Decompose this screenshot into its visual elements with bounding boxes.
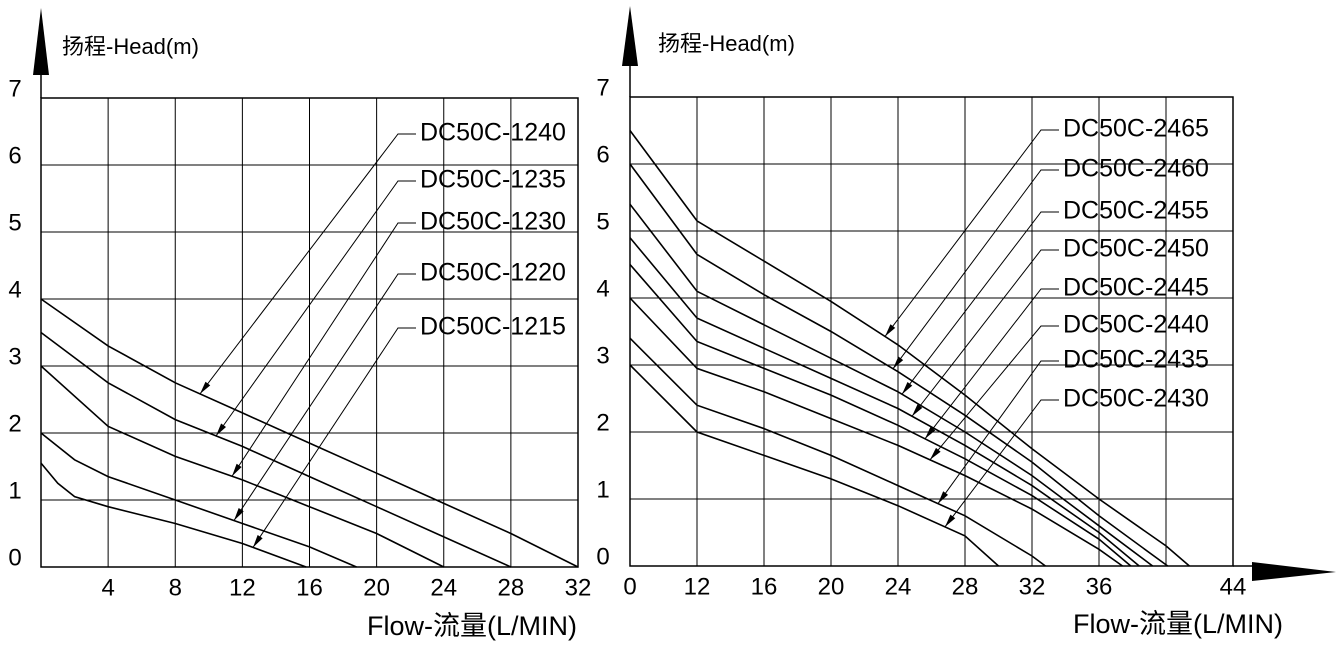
series-label: DC50C-2430 xyxy=(1063,385,1209,413)
curve xyxy=(629,130,1190,567)
y-axis-arrow xyxy=(33,8,49,75)
y-tick-label: 5 xyxy=(8,209,21,236)
x-tick-label: 32 xyxy=(1019,573,1046,600)
leader-arrow xyxy=(200,381,211,394)
x-tick-label: 20 xyxy=(363,574,390,601)
series-label: DC50C-1240 xyxy=(420,119,566,147)
leader-line xyxy=(911,249,1059,417)
leader-arrow xyxy=(902,382,913,395)
series-label: DC50C-2460 xyxy=(1063,155,1209,183)
series-label: DC50C-2465 xyxy=(1063,115,1209,143)
leader-arrow xyxy=(938,491,949,504)
leader-line xyxy=(929,325,1059,461)
curve xyxy=(40,298,579,568)
y-tick-label: 6 xyxy=(596,141,609,168)
curve xyxy=(629,237,1140,567)
curve xyxy=(629,364,1000,567)
y-tick-label: 4 xyxy=(8,276,21,303)
y-tick-label: 1 xyxy=(596,476,609,503)
leader-line xyxy=(231,222,416,477)
y-tick-label: 7 xyxy=(8,75,21,102)
y-tick-label: 5 xyxy=(596,208,609,235)
leader-line xyxy=(199,133,416,395)
y-tick-label: 7 xyxy=(596,74,609,101)
x-tick-label: 36 xyxy=(1086,573,1113,600)
leader-arrow xyxy=(925,426,936,439)
leader-arrow xyxy=(893,356,904,369)
y-tick-label: 4 xyxy=(596,275,609,302)
series-label: DC50C-2440 xyxy=(1063,311,1209,339)
curve xyxy=(629,297,1123,567)
leader-line xyxy=(233,273,416,521)
series-label: DC50C-1230 xyxy=(420,208,566,236)
leader-arrow xyxy=(253,534,263,548)
series-label: DC50C-2445 xyxy=(1063,274,1209,302)
leader-line xyxy=(252,327,416,548)
leader-arrow xyxy=(912,404,923,417)
leader-arrow xyxy=(232,463,242,477)
curve xyxy=(40,365,445,568)
leader-arrow xyxy=(885,324,896,337)
y-axis-arrow xyxy=(622,6,638,66)
leader-line xyxy=(215,180,416,437)
leader-arrow xyxy=(234,508,244,521)
series-label: DC50C-2450 xyxy=(1063,235,1209,263)
x-tick-label: 24 xyxy=(430,574,457,601)
y-tick-label: 1 xyxy=(8,477,21,504)
leader-line xyxy=(884,129,1059,337)
leader-arrow xyxy=(930,447,941,460)
series-label: DC50C-1235 xyxy=(420,166,566,194)
y-tick-label: 2 xyxy=(596,409,609,436)
x-tick-label: 8 xyxy=(169,574,182,601)
x-axis-title: Flow-流量(L/MIN) xyxy=(1073,609,1283,639)
x-tick-label: 28 xyxy=(498,574,525,601)
y-tick-label: 0 xyxy=(596,543,609,570)
x-tick-label: 16 xyxy=(296,574,323,601)
x-tick-label: 16 xyxy=(751,573,778,600)
leader-line xyxy=(901,211,1059,395)
x-tick-label: 24 xyxy=(885,573,912,600)
y-axis-title: 扬程-Head(m) xyxy=(62,34,199,59)
x-axis-title: Flow-流量(L/MIN) xyxy=(367,611,577,641)
y-tick-label: 3 xyxy=(8,343,21,370)
series-label: DC50C-2455 xyxy=(1063,197,1209,225)
series-label: DC50C-1220 xyxy=(420,259,566,287)
leader-line xyxy=(937,360,1059,504)
curve xyxy=(629,163,1169,567)
y-tick-label: 0 xyxy=(8,544,21,571)
leader-arrow xyxy=(216,423,226,436)
curve xyxy=(40,432,357,568)
y-tick-label: 3 xyxy=(596,342,609,369)
x-tick-label: 28 xyxy=(952,573,979,600)
y-tick-label: 6 xyxy=(8,142,21,169)
curve xyxy=(40,462,307,568)
curve xyxy=(629,203,1154,567)
x-tick-label: 12 xyxy=(229,574,256,601)
x-tick-label: 20 xyxy=(818,573,845,600)
y-tick-label: 2 xyxy=(8,410,21,437)
series-label: DC50C-1215 xyxy=(420,313,566,341)
x-tick-label: 32 xyxy=(565,574,592,601)
series-label: DC50C-2435 xyxy=(1063,346,1209,374)
y-axis-title: 扬程-Head(m) xyxy=(658,31,795,56)
x-tick-label: 4 xyxy=(101,574,114,601)
x-tick-label: 0 xyxy=(623,573,636,600)
curve xyxy=(40,331,512,568)
leader-line xyxy=(944,399,1059,528)
leader-arrow xyxy=(945,514,956,527)
x-tick-label: 12 xyxy=(684,573,711,600)
curve xyxy=(629,337,1046,567)
leader-line xyxy=(892,169,1059,369)
x-tick-label: 44 xyxy=(1220,573,1247,600)
x-axis-arrow xyxy=(1252,562,1336,581)
curve xyxy=(629,263,1132,567)
leader-line xyxy=(924,288,1059,440)
